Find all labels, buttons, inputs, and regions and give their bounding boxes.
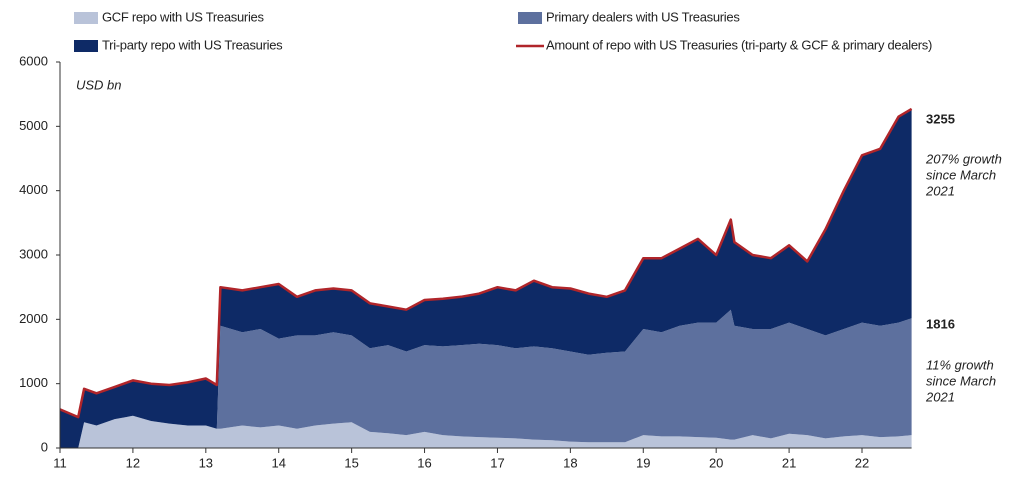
x-tick-label: 21 bbox=[782, 455, 796, 470]
annotation: 207% growth bbox=[925, 151, 1002, 166]
x-tick-label: 13 bbox=[199, 455, 213, 470]
legend-swatch bbox=[518, 12, 542, 24]
line bbox=[59, 107, 913, 419]
area bbox=[60, 108, 912, 449]
x-tick-label: 15 bbox=[344, 455, 358, 470]
area bbox=[60, 415, 912, 448]
x-tick-label: 18 bbox=[563, 455, 577, 470]
x-tick-label: 16 bbox=[417, 455, 431, 470]
y-tick-label: 6000 bbox=[19, 53, 48, 68]
x-tick-label: 12 bbox=[126, 455, 140, 470]
x-tick-label: 22 bbox=[855, 455, 869, 470]
legend-label: Amount of repo with US Treasuries (tri-p… bbox=[546, 37, 932, 52]
y-tick-label: 2000 bbox=[19, 311, 48, 326]
legend-label: Primary dealers with US Treasuries bbox=[546, 9, 740, 24]
y-tick-label: 1000 bbox=[19, 375, 48, 390]
y-axis-unit: USD bn bbox=[76, 77, 122, 92]
legend-swatch bbox=[74, 12, 98, 24]
value-label: 1816 bbox=[926, 316, 955, 331]
y-tick-label: 3000 bbox=[19, 246, 48, 261]
value-label: 3255 bbox=[926, 111, 955, 126]
area bbox=[60, 309, 912, 448]
x-tick-label: 14 bbox=[271, 455, 285, 470]
annotation: 2021 bbox=[925, 389, 955, 404]
annotation: since March bbox=[926, 167, 996, 182]
legend-label: Tri-party repo with US Treasuries bbox=[102, 37, 283, 52]
y-tick-label: 4000 bbox=[19, 182, 48, 197]
annotation: 2021 bbox=[925, 183, 955, 198]
annotation: since March bbox=[926, 373, 996, 388]
legend-swatch bbox=[74, 40, 98, 52]
x-tick-label: 17 bbox=[490, 455, 504, 470]
x-tick-label: 19 bbox=[636, 455, 650, 470]
legend-label: GCF repo with US Treasuries bbox=[102, 9, 264, 24]
x-tick-label: 11 bbox=[53, 455, 67, 470]
y-tick-label: 0 bbox=[41, 439, 48, 454]
x-tick-label: 20 bbox=[709, 455, 723, 470]
y-tick-label: 5000 bbox=[19, 118, 48, 133]
annotation: 11% growth bbox=[926, 357, 994, 372]
